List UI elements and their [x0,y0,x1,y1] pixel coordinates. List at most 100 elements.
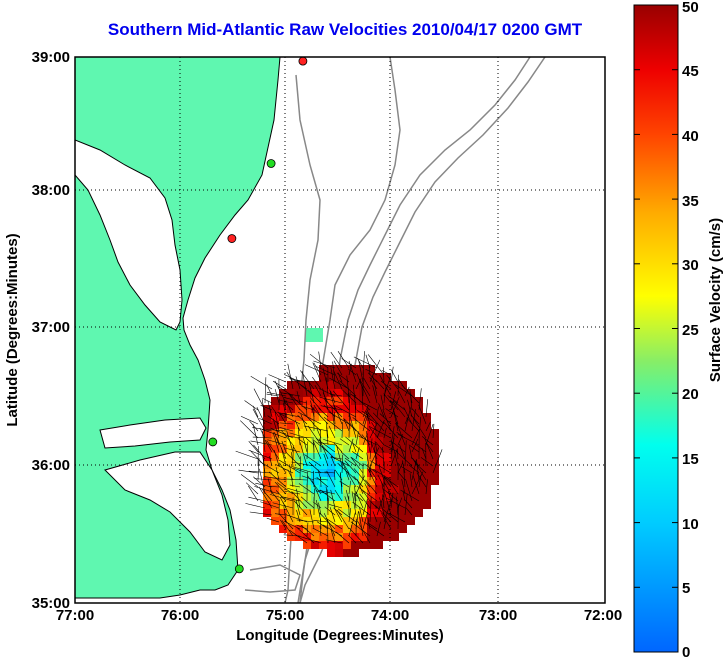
velocity-arrow [287,469,294,481]
velocity-arrow [367,372,378,383]
velocity-arrow [369,376,378,390]
velocity-arrow [272,418,280,439]
velocity-arrow [359,380,371,404]
velocity-cell [303,445,311,453]
velocity-arrow [359,493,371,509]
velocity-arrow [421,436,434,446]
velocity-cell [327,477,335,485]
velocity-cell [335,381,343,389]
velocity-cell [319,517,327,525]
velocity-arrow [341,454,344,474]
velocity-arrow [297,411,322,425]
velocity-cell [319,429,327,437]
velocity-arrow [404,386,410,397]
velocity-arrow [279,422,294,425]
velocity-arrow [312,362,322,383]
velocity-arrow [363,402,378,411]
velocity-cell [319,541,327,549]
velocity-arrow [297,527,315,544]
velocity-arrow [296,519,315,523]
velocity-arrow [263,476,287,481]
velocity-arrow [364,483,371,495]
velocity-cell [335,517,343,525]
velocity-arrow [390,492,394,509]
colorbar-label: Surface Velocity (cm/s) [707,218,724,382]
velocity-arrow [369,422,378,439]
velocity-arrow [396,451,413,467]
pamlico-sound [104,451,231,561]
velocity-cell [327,533,335,541]
velocity-arrow [266,429,287,432]
velocity-arrow [298,483,315,495]
velocity-cell [335,373,343,381]
velocity-arrow [372,385,378,404]
velocity-cell [303,541,311,549]
velocity-cell [359,509,367,517]
velocity-arrow [283,506,287,523]
velocity-cell [367,437,375,445]
velocity-cell [327,397,335,405]
velocity-cell [311,413,319,421]
velocity-arrow [331,407,336,432]
velocity-cell [319,533,327,541]
velocity-cell [335,493,343,501]
velocity-cell [311,381,319,389]
velocity-arrow [273,380,287,390]
velocity-arrow [315,490,329,495]
velocity-arrow [340,451,350,460]
velocity-arrow [326,489,329,516]
map-title: Southern Mid-Atlantic Raw Velocities 201… [107,20,583,39]
velocity-cell [367,533,375,541]
velocity-arrow [268,471,287,488]
velocity-cell [311,477,319,485]
velocity-arrow [299,456,301,481]
velocity-arrow [285,399,294,418]
velocity-cell [383,405,391,413]
velocity-cell [383,469,391,477]
velocity-arrow [318,502,322,516]
velocity-arrow [249,511,273,516]
colorbar-tick-label: 15 [682,451,699,468]
velocity-arrow [261,429,287,439]
velocity-cell [319,525,327,533]
velocity-arrow [333,442,343,453]
velocity-cell [383,373,391,381]
velocity-cell [367,405,375,413]
velocity-cell [263,405,271,413]
velocity-cell [327,437,335,445]
velocity-arrow [349,423,364,439]
velocity-cell [287,437,295,445]
velocity-cell [359,421,367,429]
velocity-arrow [301,475,315,481]
velocity-arrow [355,491,364,509]
velocity-arrow [274,481,287,495]
velocity-arrow [405,507,413,516]
velocity-cell [391,405,399,413]
velocity-arrow [259,468,266,495]
x-tick-label: 76:00 [161,607,199,624]
velocity-cell [311,397,319,405]
velocity-cell [351,405,359,413]
velocity-cell [351,477,359,485]
x-tick-label: 75:00 [266,607,304,624]
velocity-cell [407,509,415,517]
velocity-arrow [259,461,280,474]
colorbar-tick-label: 5 [682,580,690,597]
velocity-arrow [299,442,308,467]
velocity-arrow [329,507,336,523]
velocity-cell [319,485,327,493]
velocity-arrow [411,408,416,432]
velocity-arrow [401,460,406,474]
velocity-arrow [379,497,385,516]
velocity-arrow [348,360,357,383]
velocity-arrow [316,476,329,488]
velocity-arrow [354,402,357,425]
y-tick-label: 35:00 [32,595,70,612]
colorbar-tick-label: 40 [682,128,699,145]
velocity-arrow [410,414,420,425]
velocity-cell [319,405,327,413]
velocity-arrow [277,412,301,418]
velocity-cell [367,485,375,493]
colorbar-tick-label: 20 [682,386,699,403]
velocity-arrow [315,499,322,523]
